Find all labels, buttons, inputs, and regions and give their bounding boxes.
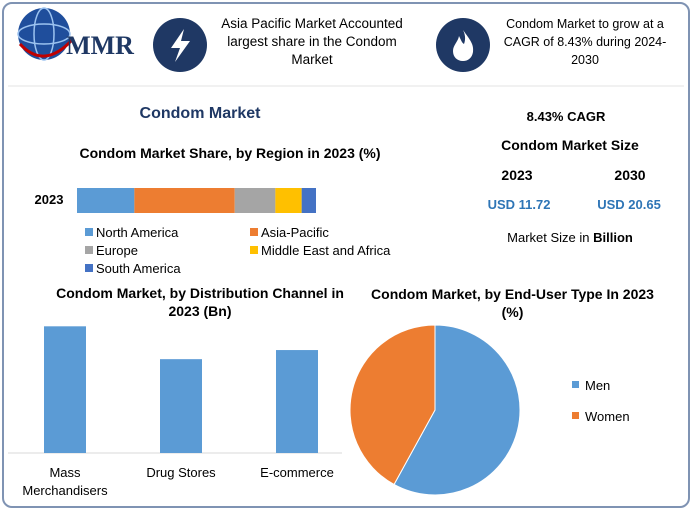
- pie-slice: [393, 324, 521, 496]
- x-tick-label: Mass Merchandisers: [22, 465, 108, 498]
- logo-text: MMR: [66, 31, 134, 60]
- chart-title: Condom Market, by Distribution Channel i…: [56, 285, 344, 319]
- x-tick-label: E-commerce: [260, 465, 334, 480]
- bar-segment: [301, 188, 316, 213]
- bar-segment: [275, 188, 302, 213]
- main-title: Condom Market: [139, 105, 261, 122]
- x-tick-label: Drug Stores: [146, 465, 216, 480]
- legend-swatch: [572, 412, 579, 419]
- logo-globe: [17, 7, 74, 61]
- legend-label: Middle East and Africa: [261, 243, 391, 258]
- legend-label: Women: [585, 409, 630, 424]
- icon-flame: [436, 18, 490, 72]
- legend-label: North America: [96, 225, 179, 240]
- legend-swatch: [250, 228, 258, 236]
- bar: [276, 350, 318, 453]
- legend-label: Men: [585, 378, 610, 393]
- legend-swatch: [572, 381, 579, 388]
- unit-prefix: Market Size in: [507, 230, 590, 245]
- size-heading: Condom Market Size: [501, 137, 639, 153]
- callout: Asia Pacific Market Accounted largest sh…: [221, 16, 403, 67]
- year: 2023: [501, 167, 533, 183]
- unit: Billion: [593, 230, 633, 245]
- bar: [44, 326, 86, 453]
- bar: [160, 359, 202, 453]
- size-value: USD 20.65: [597, 197, 661, 212]
- icon-bolt: [153, 18, 207, 72]
- callout: Condom Market to grow at a CAGR of 8.43%…: [503, 17, 667, 67]
- y-tick-label: 2023: [34, 192, 64, 207]
- legend-swatch: [250, 246, 258, 254]
- chart-title: Condom Market Share, by Region in 2023 (…: [79, 145, 381, 161]
- legend-label: Asia-Pacific: [261, 225, 329, 240]
- legend-swatch: [85, 228, 93, 236]
- legend-swatch: [85, 246, 93, 254]
- legend-swatch: [85, 264, 93, 272]
- cagr: 8.43% CAGR: [526, 109, 606, 124]
- bar-segment: [77, 188, 135, 213]
- legend-label: South America: [96, 261, 181, 276]
- size-unit: Market Size in Billion: [470, 229, 670, 247]
- size-value: USD 11.72: [487, 197, 551, 212]
- pie-slice: [349, 324, 436, 486]
- bar-segment: [134, 188, 235, 213]
- chart-title: Condom Market, by End-User Type In 2023 …: [371, 286, 654, 320]
- legend-label: Europe: [96, 243, 138, 258]
- bar-segment: [234, 188, 276, 213]
- year: 2030: [614, 167, 646, 183]
